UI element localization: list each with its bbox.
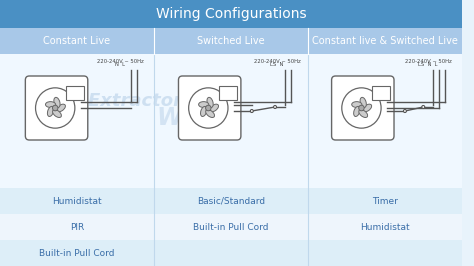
Text: Basic/Standard: Basic/Standard <box>197 197 265 206</box>
Ellipse shape <box>54 97 60 107</box>
Text: 220-240V ~ 50Hz: 220-240V ~ 50Hz <box>97 59 143 64</box>
FancyBboxPatch shape <box>372 86 390 100</box>
FancyBboxPatch shape <box>0 54 462 188</box>
Circle shape <box>53 105 58 111</box>
Ellipse shape <box>363 104 372 112</box>
Text: Switched Live: Switched Live <box>197 36 265 46</box>
FancyBboxPatch shape <box>0 0 462 28</box>
Circle shape <box>273 106 276 109</box>
Circle shape <box>250 110 253 113</box>
Text: 220-240V ~ 50Hz: 220-240V ~ 50Hz <box>254 59 301 64</box>
Ellipse shape <box>207 97 213 107</box>
Text: Humidistat: Humidistat <box>52 197 102 206</box>
Text: 220-240V ~ 50Hz: 220-240V ~ 50Hz <box>405 59 452 64</box>
Circle shape <box>403 110 406 113</box>
Ellipse shape <box>352 102 362 107</box>
Circle shape <box>36 88 75 128</box>
FancyBboxPatch shape <box>0 240 462 266</box>
Text: Humidistat: Humidistat <box>360 222 410 231</box>
Circle shape <box>189 88 228 128</box>
Circle shape <box>342 88 381 128</box>
Ellipse shape <box>47 106 54 117</box>
FancyBboxPatch shape <box>219 86 237 100</box>
FancyBboxPatch shape <box>0 214 462 240</box>
Text: Timer: Timer <box>372 197 398 206</box>
FancyBboxPatch shape <box>25 76 88 140</box>
Circle shape <box>206 105 211 111</box>
FancyBboxPatch shape <box>0 188 462 214</box>
Text: Constant Live: Constant Live <box>44 36 110 46</box>
Ellipse shape <box>56 104 65 112</box>
Text: Wiring Configurations: Wiring Configurations <box>156 7 307 21</box>
Ellipse shape <box>199 102 209 107</box>
Text: Built-in Pull Cord: Built-in Pull Cord <box>193 222 269 231</box>
FancyBboxPatch shape <box>0 28 462 54</box>
FancyBboxPatch shape <box>66 86 84 100</box>
FancyBboxPatch shape <box>179 76 241 140</box>
Ellipse shape <box>201 106 207 117</box>
Text: LS  N: LS N <box>270 63 283 68</box>
Ellipse shape <box>210 104 219 112</box>
Ellipse shape <box>46 102 55 107</box>
Text: Constant live & Switched Live: Constant live & Switched Live <box>312 36 458 46</box>
Ellipse shape <box>359 110 368 118</box>
Ellipse shape <box>53 110 62 118</box>
Circle shape <box>422 106 425 109</box>
Ellipse shape <box>354 106 360 117</box>
FancyBboxPatch shape <box>332 76 394 140</box>
Text: PIR: PIR <box>70 222 84 231</box>
Text: N  L: N L <box>115 63 125 68</box>
Circle shape <box>359 105 364 111</box>
Text: World: World <box>156 106 234 130</box>
Text: Extractor Fan: Extractor Fan <box>88 92 224 110</box>
Ellipse shape <box>360 97 366 107</box>
Ellipse shape <box>206 110 215 118</box>
Text: Built-in Pull Cord: Built-in Pull Cord <box>39 248 115 257</box>
Text: LS  N  L: LS N L <box>419 63 438 68</box>
